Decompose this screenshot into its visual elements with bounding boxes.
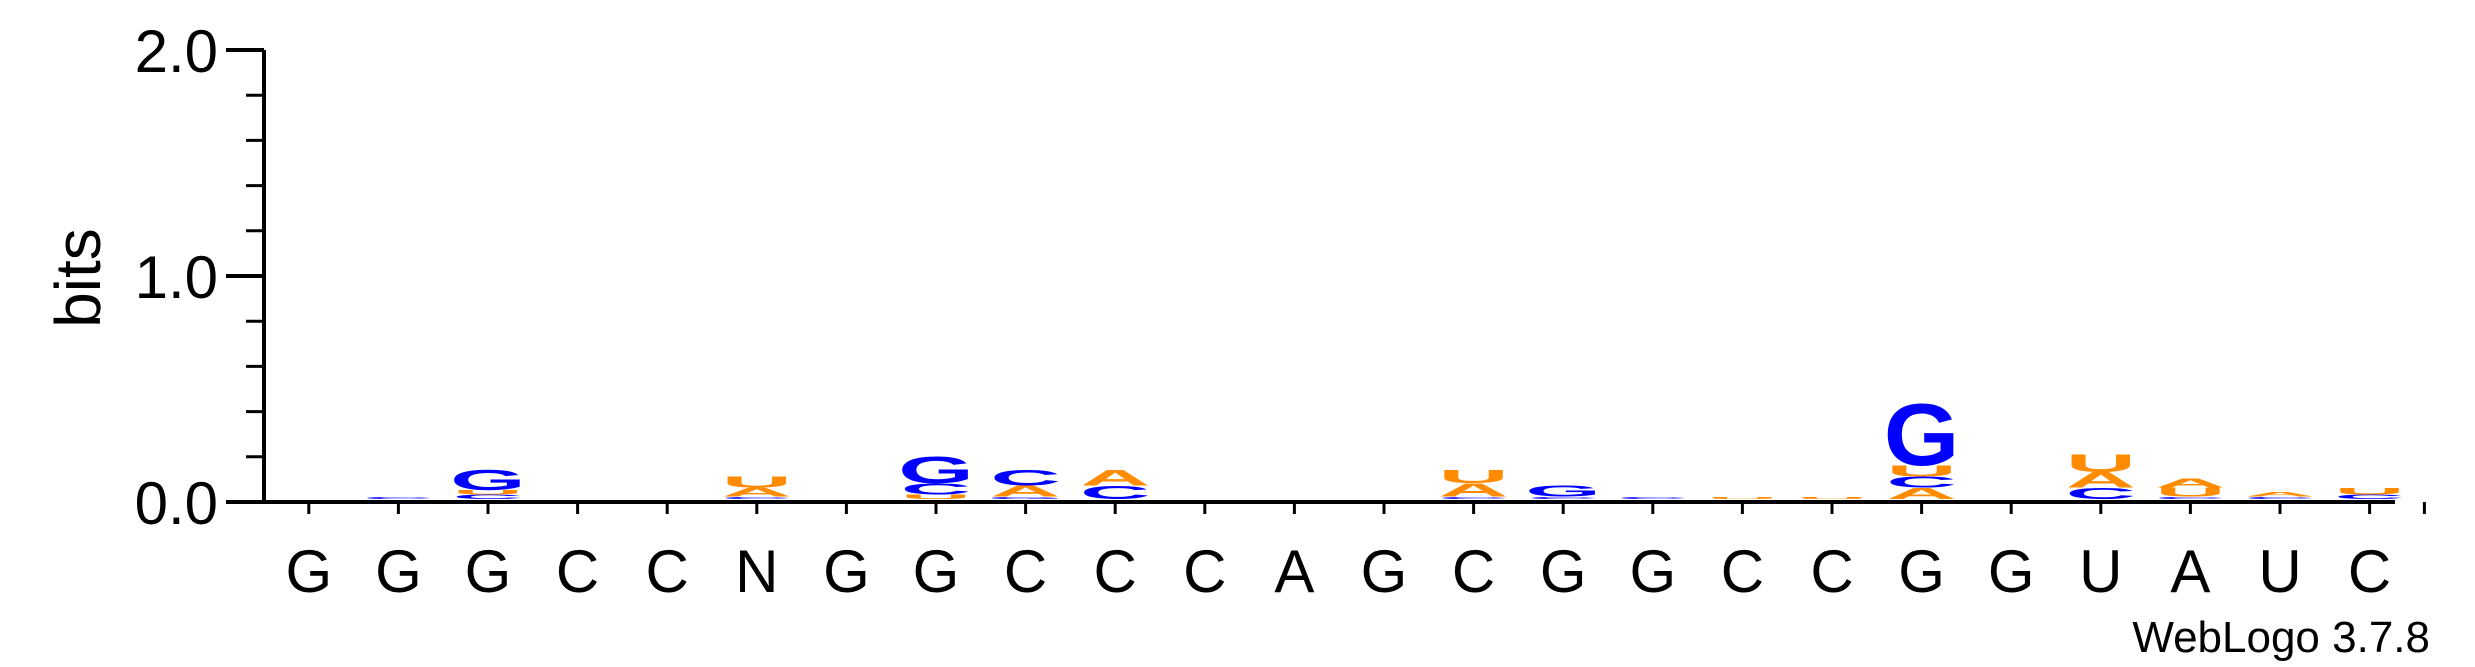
y-tick-label: 2.0 bbox=[135, 18, 218, 85]
x-tick-label: C bbox=[1183, 538, 1226, 605]
logo-letter-u: U bbox=[2334, 486, 2404, 497]
x-tick-label: G bbox=[375, 538, 422, 605]
logo-letter-u: U bbox=[722, 474, 792, 492]
x-tick-label: G bbox=[1540, 538, 1587, 605]
x-tick-label: C bbox=[1452, 538, 1495, 605]
x-tick-label: N bbox=[735, 538, 778, 605]
y-axis-label: bits bbox=[42, 228, 114, 328]
y-tick-label: 0.0 bbox=[135, 470, 218, 537]
x-tick-label: C bbox=[1094, 538, 1137, 605]
x-tick-label: U bbox=[2079, 538, 2122, 605]
logo-letter-u: U bbox=[1797, 496, 1867, 500]
weblogo-credit: WebLogo 3.7.8 bbox=[2132, 613, 2430, 662]
x-tick-label: G bbox=[913, 538, 960, 605]
x-tick-label: G bbox=[1361, 538, 1408, 605]
logo-letter-u: U bbox=[1438, 466, 1508, 487]
x-tick-label: G bbox=[465, 538, 512, 605]
x-tick-label: U bbox=[2258, 538, 2301, 605]
logo-letter-c: C bbox=[991, 465, 1061, 490]
logo-letter-a: A bbox=[2155, 476, 2225, 490]
x-tick-label: C bbox=[1004, 538, 1047, 605]
x-tick-label: A bbox=[2170, 538, 2210, 605]
x-tick-label: C bbox=[556, 538, 599, 605]
logo-letter-a: A bbox=[1080, 465, 1150, 490]
x-tick-label: G bbox=[1629, 538, 1676, 605]
x-tick-label: G bbox=[823, 538, 870, 605]
logo-letter-a: A bbox=[2245, 491, 2315, 498]
logo-letter-c: C bbox=[363, 496, 433, 500]
y-ticks: 0.0 1.0 2.0 bbox=[135, 18, 264, 537]
logo-letter-u: U bbox=[1707, 496, 1777, 500]
x-tick-label: C bbox=[646, 538, 689, 605]
y-tick-label: 1.0 bbox=[135, 244, 218, 311]
logo-letter-g: G bbox=[1525, 483, 1601, 501]
logo-letter-c: C bbox=[1618, 496, 1688, 500]
x-tick-label: G bbox=[1988, 538, 2035, 605]
x-tick-label: C bbox=[2348, 538, 2391, 605]
logo-letter-g: G bbox=[450, 465, 526, 497]
x-tick-label: G bbox=[285, 538, 332, 605]
logo-letter-g: G bbox=[898, 449, 974, 491]
x-tick-label: A bbox=[1274, 538, 1314, 605]
x-tick-label: C bbox=[1810, 538, 1853, 605]
logo-letter-u: U bbox=[2066, 450, 2136, 478]
x-tick-label: G bbox=[1898, 538, 1945, 605]
logo-letter-g: G bbox=[1884, 385, 1960, 484]
x-tick-label: C bbox=[1721, 538, 1764, 605]
axes bbox=[262, 50, 2395, 502]
